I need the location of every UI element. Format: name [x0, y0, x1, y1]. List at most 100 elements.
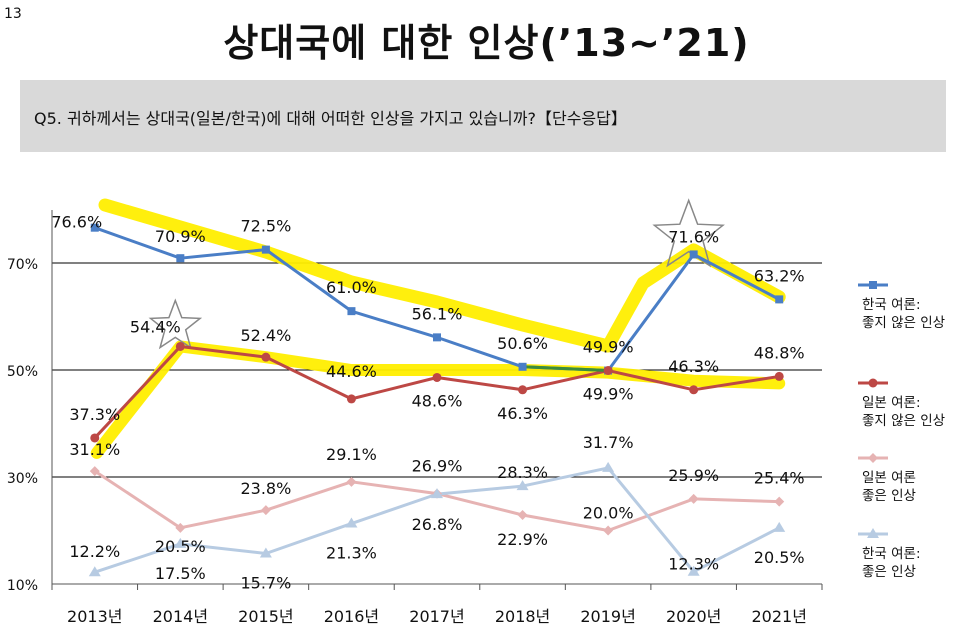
x-tick-label: 2016년 — [324, 607, 379, 626]
x-tick-label: 2015년 — [238, 607, 293, 626]
x-tick-label: 2017년 — [409, 607, 464, 626]
data-point — [175, 341, 185, 351]
legend-label: 일본 여론: — [862, 395, 921, 411]
data-point — [89, 466, 100, 477]
star-icon — [652, 198, 725, 268]
data-point — [773, 521, 786, 532]
data-label: 70.9% — [155, 227, 206, 246]
data-point — [867, 528, 879, 538]
data-label: 46.3% — [668, 357, 719, 376]
data-label: 44.6% — [326, 362, 377, 381]
x-tick-label: 2021년 — [751, 607, 806, 626]
data-point — [432, 372, 442, 382]
data-label: 48.6% — [412, 391, 463, 410]
data-point — [345, 517, 358, 528]
data-label: 56.1% — [412, 304, 463, 323]
data-point — [775, 295, 784, 304]
data-point — [687, 565, 700, 576]
data-point — [346, 394, 356, 404]
data-point — [90, 223, 99, 232]
page-number: 13 — [4, 6, 22, 22]
data-label: 31.7% — [583, 433, 634, 452]
data-label: 46.3% — [497, 404, 548, 423]
data-point — [868, 453, 878, 463]
data-point — [516, 480, 529, 491]
y-tick-label: 30% — [7, 471, 38, 487]
data-point — [518, 362, 527, 371]
data-point — [603, 525, 614, 536]
data-label: 25.9% — [668, 466, 719, 485]
data-label: 50.6% — [497, 334, 548, 353]
data-point — [261, 245, 270, 254]
data-label: 20.5% — [155, 537, 206, 556]
data-point — [688, 493, 699, 504]
data-point — [869, 281, 877, 289]
data-point — [868, 378, 878, 388]
data-point — [88, 566, 101, 577]
data-point — [518, 385, 528, 395]
legend-label: 한국 여론: — [862, 297, 921, 313]
data-point — [602, 461, 615, 472]
data-label: 29.1% — [326, 445, 377, 464]
legend-label: 좋지 않은 인상 — [862, 315, 945, 331]
x-tick-label: 2020년 — [666, 607, 721, 626]
data-point — [175, 522, 186, 533]
data-label: 28.3% — [497, 463, 548, 482]
data-point — [176, 254, 185, 263]
highlight-stroke — [98, 198, 786, 353]
data-label: 72.5% — [240, 217, 291, 236]
data-point — [774, 496, 785, 507]
x-tick-label: 2013년 — [67, 607, 122, 626]
data-label: 49.9% — [583, 338, 634, 357]
y-tick-label: 70% — [7, 257, 38, 273]
y-tick-label: 10% — [7, 578, 38, 594]
question-text: Q5. 귀하께서는 상대국(일본/한국)에 대해 어떠한 인상을 가지고 있습니… — [34, 109, 627, 128]
data-label: 15.7% — [240, 574, 291, 593]
question-box: Q5. 귀하께서는 상대국(일본/한국)에 대해 어떠한 인상을 가지고 있습니… — [20, 80, 946, 152]
data-label: 21.3% — [326, 544, 377, 563]
data-label: 37.3% — [69, 405, 120, 424]
data-point — [774, 371, 784, 381]
data-point — [689, 385, 699, 395]
data-label: 31.1% — [69, 440, 120, 459]
data-point — [433, 333, 441, 342]
data-label: 20.5% — [754, 548, 805, 567]
data-point — [90, 433, 100, 443]
data-label: 20.0% — [583, 504, 634, 523]
data-label: 52.4% — [240, 326, 291, 345]
data-point — [259, 547, 272, 558]
overlap-segment — [522, 365, 609, 373]
page-title: 상대국에 대한 인상(’13~’21) — [223, 21, 750, 65]
legend-label: 일본 여론 — [862, 470, 916, 486]
data-label: 22.9% — [497, 530, 548, 549]
data-point — [603, 366, 613, 376]
data-point — [260, 505, 271, 516]
data-label: 23.8% — [240, 479, 291, 498]
data-label: 49.9% — [583, 385, 634, 404]
data-point — [431, 488, 443, 499]
data-label: 12.3% — [668, 555, 719, 574]
data-label: 12.2% — [69, 542, 120, 561]
data-point — [174, 537, 187, 548]
data-label: 76.6% — [51, 213, 102, 232]
data-label: 25.4% — [754, 469, 805, 488]
legend-label: 좋은 인상 — [862, 488, 916, 504]
data-label: 63.2% — [754, 266, 805, 285]
data-point — [261, 352, 271, 362]
legend-label: 한국 여론: — [862, 546, 921, 562]
x-tick-label: 2019년 — [580, 607, 635, 626]
data-point — [517, 509, 528, 520]
x-tick-label: 2014년 — [153, 607, 208, 626]
data-label: 61.0% — [326, 278, 377, 297]
data-point — [689, 250, 698, 259]
data-label: 48.8% — [754, 343, 805, 362]
data-point — [347, 307, 356, 316]
legend-label: 좋은 인상 — [862, 564, 916, 580]
data-label: 17.5% — [155, 564, 206, 583]
data-label: 26.9% — [412, 457, 463, 476]
x-tick-label: 2018년 — [495, 607, 550, 626]
data-point — [346, 476, 357, 487]
data-label: 71.6% — [668, 227, 719, 246]
legend-label: 좋지 않은 인상 — [862, 413, 945, 429]
